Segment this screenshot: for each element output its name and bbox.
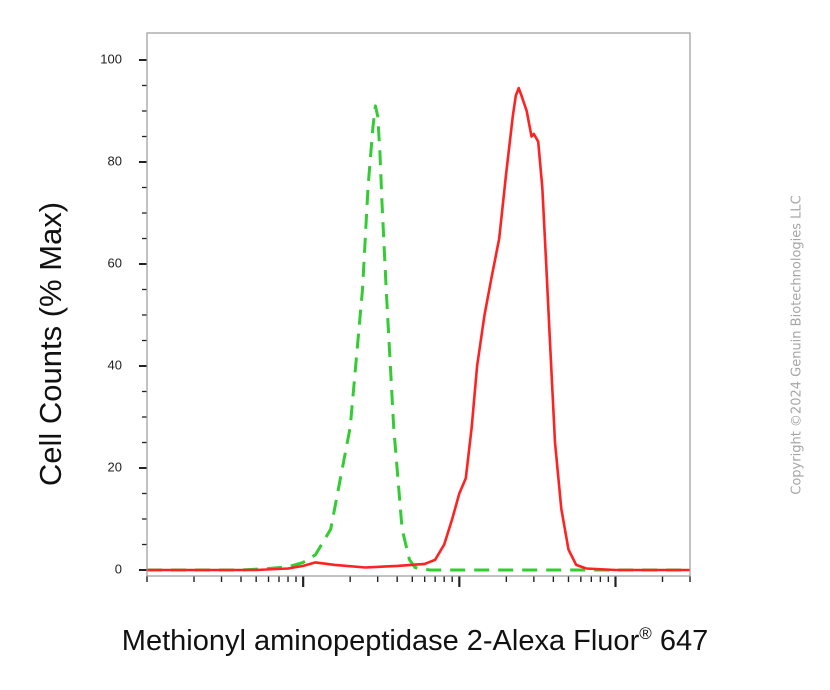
y-axis-label: Cell Counts (% Max) — [33, 202, 68, 486]
copyright-watermark: Copyright ©2024 Genuin Biotechnologies L… — [789, 195, 805, 495]
x-axis-ticks — [146, 576, 691, 587]
sample-histogram — [147, 86, 690, 572]
y-tick-label: 100 — [100, 51, 122, 66]
y-axis-label-group: Cell Counts (% Max) — [33, 202, 68, 486]
series-layer — [147, 86, 690, 572]
y-tick-label: 20 — [108, 459, 122, 474]
plot-frame — [146, 32, 691, 577]
y-tick-label: 0 — [115, 561, 122, 576]
x-axis-label: Methionyl aminopeptidase 2-Alexa Fluor® … — [0, 624, 830, 658]
registered-mark: ® — [639, 624, 652, 643]
y-tick-label: 40 — [108, 357, 122, 372]
y-axis-ticks: 0 20 40 60 80 100 — [100, 51, 147, 576]
x-axis-label-suffix: 647 — [659, 625, 709, 657]
y-tick-label: 80 — [108, 153, 122, 168]
isotype-control-histogram — [147, 104, 690, 572]
x-axis-label-text: Methionyl aminopeptidase 2-Alexa Fluor — [121, 625, 640, 657]
y-tick-label: 60 — [108, 255, 122, 270]
